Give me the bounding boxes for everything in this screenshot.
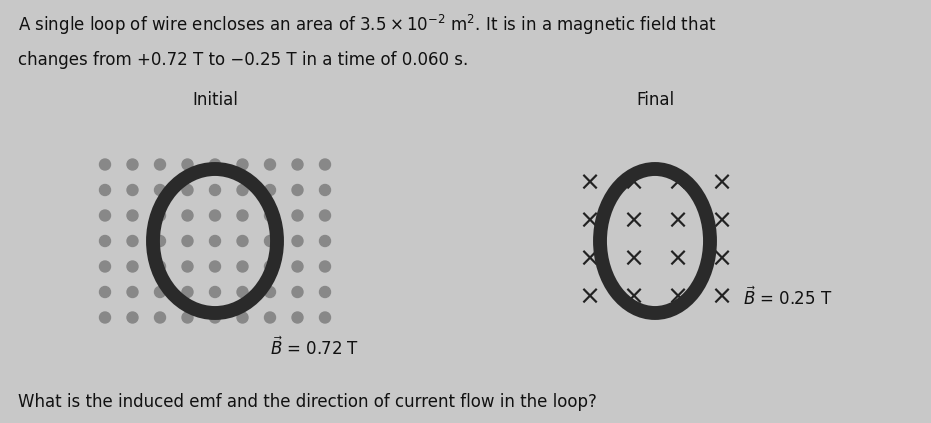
Circle shape: [237, 184, 248, 195]
Text: What is the induced emf and the direction of current flow in the loop?: What is the induced emf and the directio…: [18, 393, 597, 411]
Circle shape: [292, 236, 303, 247]
Circle shape: [319, 312, 331, 323]
Circle shape: [237, 312, 248, 323]
Circle shape: [127, 261, 138, 272]
Circle shape: [237, 286, 248, 297]
Circle shape: [292, 261, 303, 272]
Circle shape: [100, 236, 111, 247]
Text: ×: ×: [666, 209, 688, 235]
Circle shape: [292, 286, 303, 297]
Text: ×: ×: [666, 171, 688, 197]
Text: ×: ×: [622, 285, 644, 311]
Circle shape: [100, 312, 111, 323]
Text: $\vec{B}$ = 0.72 T: $\vec{B}$ = 0.72 T: [270, 337, 359, 359]
Circle shape: [155, 312, 166, 323]
Text: ×: ×: [710, 171, 732, 197]
Circle shape: [100, 210, 111, 221]
Text: ×: ×: [710, 209, 732, 235]
Circle shape: [237, 236, 248, 247]
Text: ×: ×: [622, 247, 644, 273]
Circle shape: [155, 236, 166, 247]
Text: ×: ×: [666, 285, 688, 311]
Text: Final: Final: [636, 91, 674, 109]
Text: Initial: Initial: [192, 91, 238, 109]
Circle shape: [182, 236, 193, 247]
Text: changes from +0.72 T to −0.25 T in a time of 0.060 s.: changes from +0.72 T to −0.25 T in a tim…: [18, 51, 468, 69]
Circle shape: [319, 286, 331, 297]
Circle shape: [264, 261, 276, 272]
Circle shape: [127, 184, 138, 195]
Circle shape: [182, 159, 193, 170]
Text: ×: ×: [578, 285, 600, 311]
Circle shape: [127, 159, 138, 170]
Circle shape: [155, 210, 166, 221]
Circle shape: [264, 184, 276, 195]
Text: ×: ×: [710, 247, 732, 273]
Text: $\vec{B}$ = 0.25 T: $\vec{B}$ = 0.25 T: [743, 287, 832, 309]
Circle shape: [319, 236, 331, 247]
Circle shape: [264, 312, 276, 323]
Circle shape: [264, 210, 276, 221]
Circle shape: [319, 261, 331, 272]
Circle shape: [155, 159, 166, 170]
Circle shape: [182, 312, 193, 323]
Circle shape: [209, 159, 221, 170]
Circle shape: [155, 184, 166, 195]
Text: ×: ×: [622, 171, 644, 197]
Circle shape: [209, 210, 221, 221]
Circle shape: [127, 210, 138, 221]
Circle shape: [209, 261, 221, 272]
Text: ×: ×: [578, 209, 600, 235]
Circle shape: [319, 184, 331, 195]
Circle shape: [264, 286, 276, 297]
Circle shape: [127, 312, 138, 323]
Circle shape: [209, 312, 221, 323]
Circle shape: [292, 210, 303, 221]
Circle shape: [209, 236, 221, 247]
Circle shape: [182, 184, 193, 195]
Circle shape: [292, 312, 303, 323]
Circle shape: [292, 159, 303, 170]
Text: ×: ×: [666, 247, 688, 273]
Circle shape: [100, 286, 111, 297]
Text: ×: ×: [578, 247, 600, 273]
Circle shape: [264, 159, 276, 170]
Circle shape: [182, 261, 193, 272]
Circle shape: [209, 286, 221, 297]
Circle shape: [127, 236, 138, 247]
Circle shape: [264, 236, 276, 247]
Circle shape: [292, 184, 303, 195]
Circle shape: [237, 261, 248, 272]
Circle shape: [237, 159, 248, 170]
Circle shape: [237, 210, 248, 221]
Text: A single loop of wire encloses an area of $3.5\times10^{-2}$ m$^2$. It is in a m: A single loop of wire encloses an area o…: [18, 13, 716, 37]
Text: ×: ×: [622, 209, 644, 235]
Circle shape: [100, 261, 111, 272]
Text: ×: ×: [710, 285, 732, 311]
Circle shape: [182, 286, 193, 297]
Circle shape: [100, 184, 111, 195]
Text: ×: ×: [578, 171, 600, 197]
Circle shape: [319, 210, 331, 221]
Circle shape: [155, 286, 166, 297]
Circle shape: [182, 210, 193, 221]
Circle shape: [127, 286, 138, 297]
Circle shape: [100, 159, 111, 170]
Circle shape: [155, 261, 166, 272]
Circle shape: [209, 184, 221, 195]
Circle shape: [319, 159, 331, 170]
